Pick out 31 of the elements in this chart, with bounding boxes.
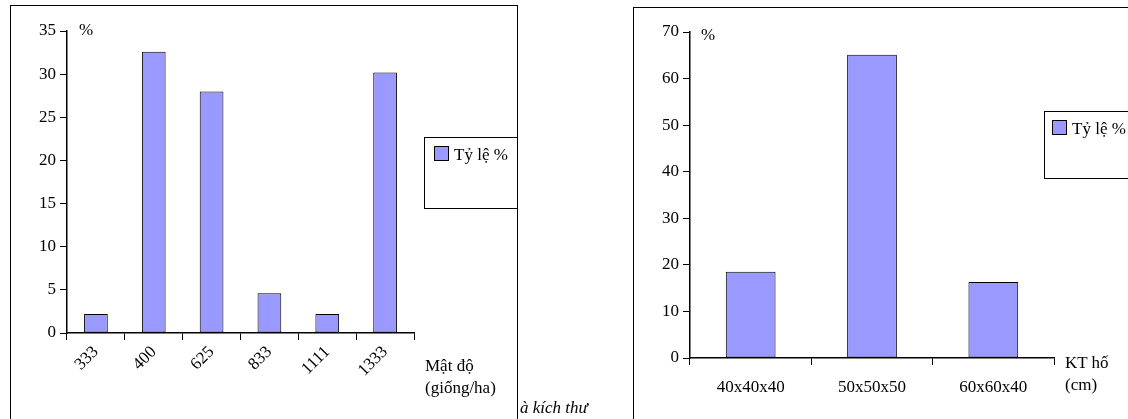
y-tick-label: 60 [662,68,679,88]
y-tick-label: 70 [662,21,679,41]
y-tick-label: 0 [47,322,56,342]
y-tick-label: 20 [662,254,679,274]
x-tick-label: 400 [128,341,160,374]
y-tick-label: 30 [39,63,56,83]
y-tick-label: 30 [662,207,679,227]
y-tick-label: 5 [47,279,56,299]
y-tick-label: 10 [662,300,679,320]
x-tick-label: 1111 [297,341,334,378]
x-tick-label: 50x50x50 [838,376,906,396]
x-tick-label: 60x60x40 [959,376,1028,396]
legend-label: Tỷ lệ % [454,145,508,164]
x-axis-title: Mật độ (giống/ha) [425,355,497,399]
x-axis-title: KT hố (cm) [1065,352,1110,396]
y-tick-label: 10 [39,236,56,256]
x-tick-label: 833 [243,341,276,374]
y-axis-title: % [79,19,94,41]
x-tick-label: 40x40x40 [716,376,785,396]
y-tick-label: 35 [39,20,56,40]
x-tick-label: 625 [186,341,218,374]
x-tick-label: 333 [70,341,102,374]
y-tick-label: 40 [662,161,679,181]
y-tick-label: 15 [39,193,56,213]
y-axis-title: % [701,24,716,46]
text: à kích thư [520,398,588,418]
y-tick-label: 25 [39,106,56,126]
y-tick-label: 50 [662,114,679,134]
y-tick-label: 20 [39,149,56,169]
y-tick-label: 0 [670,347,679,367]
legend-label: Tỷ lệ % [1072,119,1126,138]
